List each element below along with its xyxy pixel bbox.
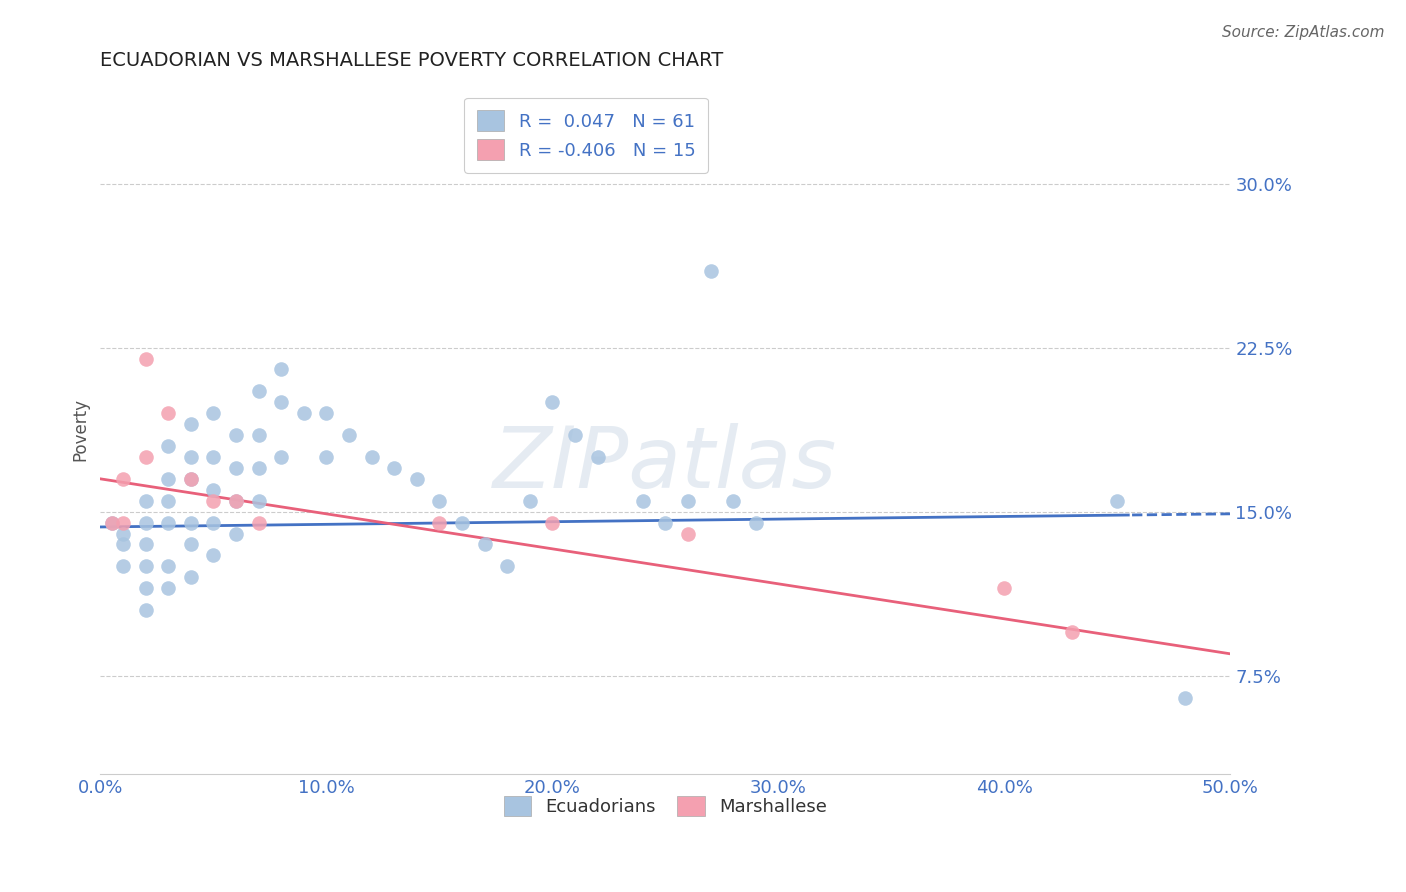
Point — [202, 516, 225, 530]
Point — [135, 559, 157, 574]
Point — [360, 450, 382, 464]
Point — [247, 516, 270, 530]
Point — [180, 537, 202, 551]
Point — [180, 570, 202, 584]
Legend: Ecuadorians, Marshallese: Ecuadorians, Marshallese — [496, 789, 834, 823]
Point — [519, 493, 541, 508]
Point — [474, 537, 496, 551]
Point — [427, 493, 450, 508]
Point — [111, 526, 134, 541]
Point — [270, 395, 292, 409]
Point — [157, 406, 180, 420]
Point — [225, 461, 247, 475]
Point — [111, 516, 134, 530]
Point — [135, 493, 157, 508]
Point — [202, 450, 225, 464]
Point — [631, 493, 654, 508]
Point — [993, 581, 1015, 595]
Point — [157, 472, 180, 486]
Point — [225, 493, 247, 508]
Point — [541, 395, 564, 409]
Point — [315, 450, 337, 464]
Point — [270, 450, 292, 464]
Point — [100, 516, 122, 530]
Point — [157, 439, 180, 453]
Y-axis label: Poverty: Poverty — [72, 398, 89, 461]
Point — [111, 537, 134, 551]
Point — [135, 581, 157, 595]
Point — [315, 406, 337, 420]
Point — [541, 516, 564, 530]
Point — [382, 461, 405, 475]
Point — [157, 493, 180, 508]
Point — [292, 406, 315, 420]
Point — [135, 537, 157, 551]
Point — [135, 351, 157, 366]
Point — [202, 406, 225, 420]
Point — [247, 428, 270, 442]
Point — [111, 559, 134, 574]
Point — [225, 493, 247, 508]
Point — [270, 362, 292, 376]
Point — [225, 428, 247, 442]
Point — [337, 428, 360, 442]
Point — [745, 516, 768, 530]
Text: ECUADORIAN VS MARSHALLESE POVERTY CORRELATION CHART: ECUADORIAN VS MARSHALLESE POVERTY CORREL… — [100, 51, 724, 70]
Point — [564, 428, 586, 442]
Point — [111, 472, 134, 486]
Point — [202, 549, 225, 563]
Text: ZIPatlas: ZIPatlas — [494, 423, 838, 506]
Point — [1107, 493, 1129, 508]
Point — [676, 526, 699, 541]
Point — [247, 384, 270, 399]
Point — [451, 516, 474, 530]
Point — [135, 516, 157, 530]
Point — [180, 450, 202, 464]
Point — [699, 264, 721, 278]
Point — [654, 516, 676, 530]
Point — [157, 559, 180, 574]
Point — [135, 450, 157, 464]
Point — [180, 472, 202, 486]
Point — [180, 516, 202, 530]
Point — [157, 516, 180, 530]
Point — [180, 417, 202, 432]
Point — [135, 603, 157, 617]
Point — [202, 493, 225, 508]
Point — [180, 472, 202, 486]
Point — [157, 581, 180, 595]
Text: Source: ZipAtlas.com: Source: ZipAtlas.com — [1222, 25, 1385, 40]
Point — [202, 483, 225, 497]
Point — [496, 559, 519, 574]
Point — [586, 450, 609, 464]
Point — [427, 516, 450, 530]
Point — [247, 461, 270, 475]
Point — [100, 516, 122, 530]
Point — [405, 472, 427, 486]
Point — [1174, 690, 1197, 705]
Point — [721, 493, 744, 508]
Point — [1062, 624, 1084, 639]
Point — [676, 493, 699, 508]
Point — [225, 526, 247, 541]
Point — [247, 493, 270, 508]
